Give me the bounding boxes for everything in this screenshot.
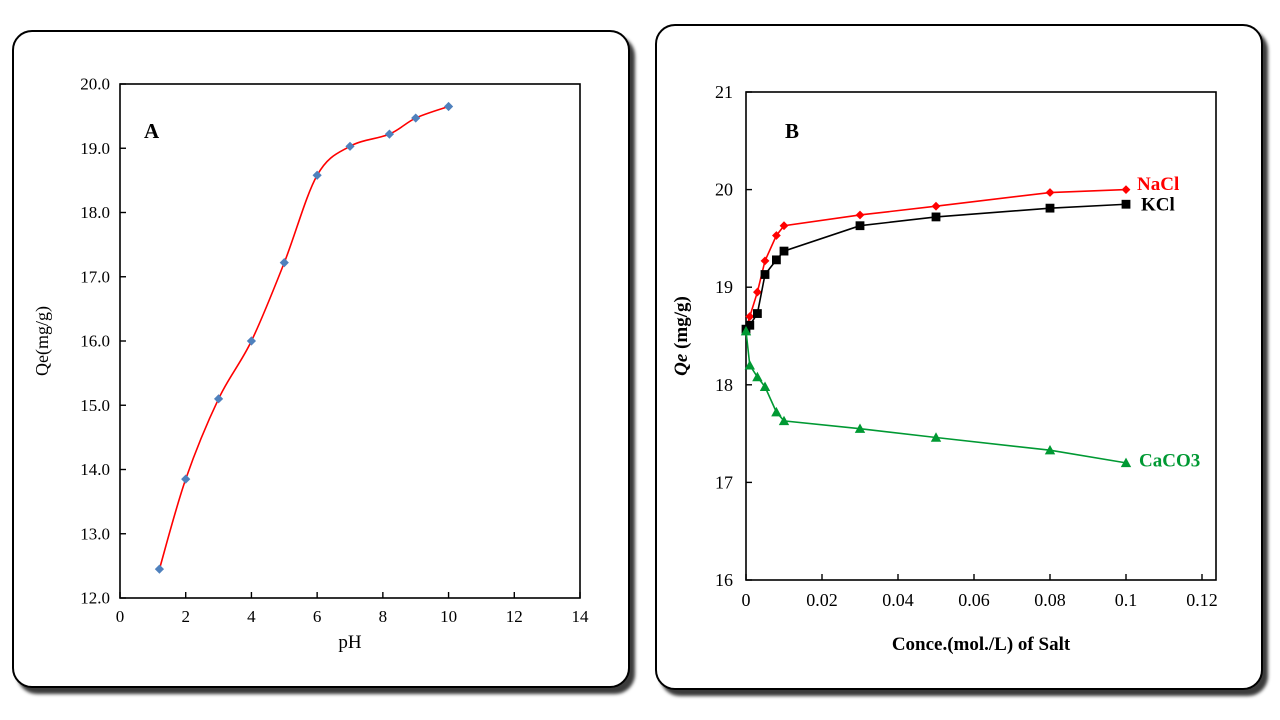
KCl-marker [855,221,865,231]
y-tick-label: 17 [715,472,733,492]
y-tick-label: 18.0 [80,203,110,222]
panel-letter: B [785,119,799,143]
x-tick-label: 6 [313,607,322,626]
NaCl-marker [1045,188,1055,197]
Qe vs pH-marker [213,394,224,404]
y-tick-label: 14.0 [80,460,110,479]
Qe vs pH-marker [312,170,322,180]
y-axis-title: Qe(mg/g) [32,306,53,376]
KCl-marker [772,255,781,265]
x-tick-label: 10 [440,607,457,626]
y-axis: 16 17 18 19 20 21 [715,82,752,590]
NaCl-marker [745,312,755,321]
CaCO3-marker [930,432,942,442]
x-tick-label: 12 [506,607,523,626]
x-tick-label: 0.04 [882,590,914,610]
Qe vs pH-marker [443,101,454,112]
panel-b-card: 0 0.02 0.04 0.06 0.08 0.1 0.12 16 17 18 19 20 21 Conc… [655,24,1263,690]
series-end-label-KCl: KCl [1141,195,1175,216]
CaCO3-marker [1120,457,1132,468]
CaCO3-marker [752,371,763,382]
KCl-marker [760,270,770,279]
plot-border [745,91,1217,581]
y-tick-label: 19.0 [80,139,110,158]
CaCO3-marker [1044,444,1056,455]
series-NaCl: NaCl [741,174,1179,334]
x-tick-label: 2 [181,607,190,626]
y-tick-label: 19 [715,277,733,297]
KCl-marker [1121,199,1131,209]
CaCO3-line [745,331,1127,464]
KCl-marker [745,320,755,330]
Qe vs pH-marker [246,336,257,346]
panel-letter: A [144,119,160,143]
series-CaCO3: CaCO3 [740,325,1200,471]
KCl-marker [1045,203,1055,213]
NaCl-marker [779,221,789,231]
y-tick-label: 17.0 [80,267,110,286]
x-tick-label: 0.1 [1115,590,1138,610]
Qe vs pH-line [158,105,449,570]
x-axis: 0 2 4 6 8 10 12 14 [116,592,589,626]
CaCO3-marker [744,360,755,370]
KCl-marker [753,309,762,318]
CaCO3-marker [771,406,782,417]
y-tick-label: 16 [715,570,733,590]
CaCO3-marker [778,415,790,426]
x-tick-label: 0 [116,607,125,626]
CaCO3-marker [740,325,752,336]
plot-border [119,83,581,599]
y-tick-label: 20.0 [80,75,110,94]
chart-a-svg: 0 2 4 6 8 10 12 1412.013.014.015.016.017.018.01… [32,75,589,654]
x-tick-label: 4 [247,607,256,626]
series-Qe-vs-pH [154,101,454,574]
CaCO3-marker [759,381,771,391]
x-tick-label: 0.02 [806,590,838,610]
x-tick-label: 0.06 [958,590,990,610]
panel-a-card: 0 2 4 6 8 10 12 14 12.0 13.0 14.0 15.0 16.0 17.0 18.0 1… [12,30,630,688]
Qe vs pH-marker [279,258,289,268]
y-tick-label: 12.0 [80,589,110,608]
Qe vs pH-marker [154,564,165,574]
NaCl-marker [760,256,770,266]
y-tick-label: 13.0 [80,524,110,543]
y-axis: 12.0 13.0 14.0 15.0 16.0 17.0 18.0 19.0 20.0 [80,75,126,608]
CaCO3-marker [854,423,866,433]
x-tick-label: 8 [379,607,388,626]
y-tick-label: 18 [715,375,733,395]
x-axis-title: Conce.(mol./L) of Salt [892,634,1071,655]
y-tick-label: 20 [715,180,733,200]
NaCl-marker [931,201,941,211]
x-tick-label: 0.08 [1034,590,1066,610]
NaCl-line [745,188,1127,330]
Qe vs pH-marker [345,141,355,151]
x-tick-label: 0.12 [1186,590,1218,610]
x-axis-title: pH [338,632,362,653]
x-tick-label: 0 [742,590,751,610]
y-tick-label: 16.0 [80,332,110,351]
Qe vs pH-marker [411,113,421,123]
Qe vs pH-marker [384,129,395,139]
KCl-marker [779,246,789,256]
KCl-marker [931,212,941,222]
NaCl-marker [1121,185,1131,194]
NaCl-marker [855,210,865,220]
NaCl-marker [753,287,762,297]
series-KCl: KCl [741,195,1175,334]
y-tick-label: 15.0 [80,396,110,415]
x-tick-label: 14 [572,607,590,626]
y-tick-label: 21 [715,82,733,102]
NaCl-marker [772,231,781,240]
series-end-label-CaCO3: CaCO3 [1139,450,1200,471]
chart-b-svg: 0 0.02 0.04 0.06 0.08 0.1 0.12 16 17 18 19 20 21 Conc… [671,82,1218,655]
y-axis-title: Qe (mg/g) [671,296,692,376]
Qe vs pH-marker [181,474,191,484]
x-axis: 0 0.02 0.04 0.06 0.08 0.1 0.12 [742,574,1218,610]
series-end-label-NaCl: NaCl [1137,174,1179,195]
